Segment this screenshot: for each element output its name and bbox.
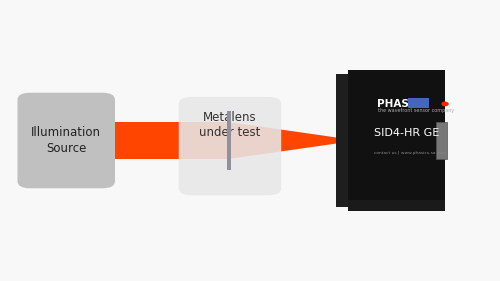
Bar: [408, 98, 428, 108]
Text: Metalens
under test: Metalens under test: [200, 111, 260, 139]
FancyBboxPatch shape: [18, 93, 115, 188]
Text: Illumination
Source: Illumination Source: [31, 126, 101, 155]
FancyBboxPatch shape: [179, 97, 281, 195]
Bar: [227, 111, 230, 170]
Polygon shape: [102, 122, 228, 159]
Bar: [348, 200, 445, 211]
Text: PHASICS: PHASICS: [378, 99, 428, 109]
Circle shape: [442, 102, 448, 106]
Text: SID4-HR GE: SID4-HR GE: [374, 128, 440, 139]
Text: the wavefront sensor company: the wavefront sensor company: [378, 108, 454, 114]
Bar: [336, 74, 350, 207]
Bar: [436, 122, 447, 159]
Polygon shape: [230, 122, 348, 159]
Text: contact us | www.phasics-sa.com: contact us | www.phasics-sa.com: [374, 151, 446, 155]
Bar: [348, 70, 445, 211]
